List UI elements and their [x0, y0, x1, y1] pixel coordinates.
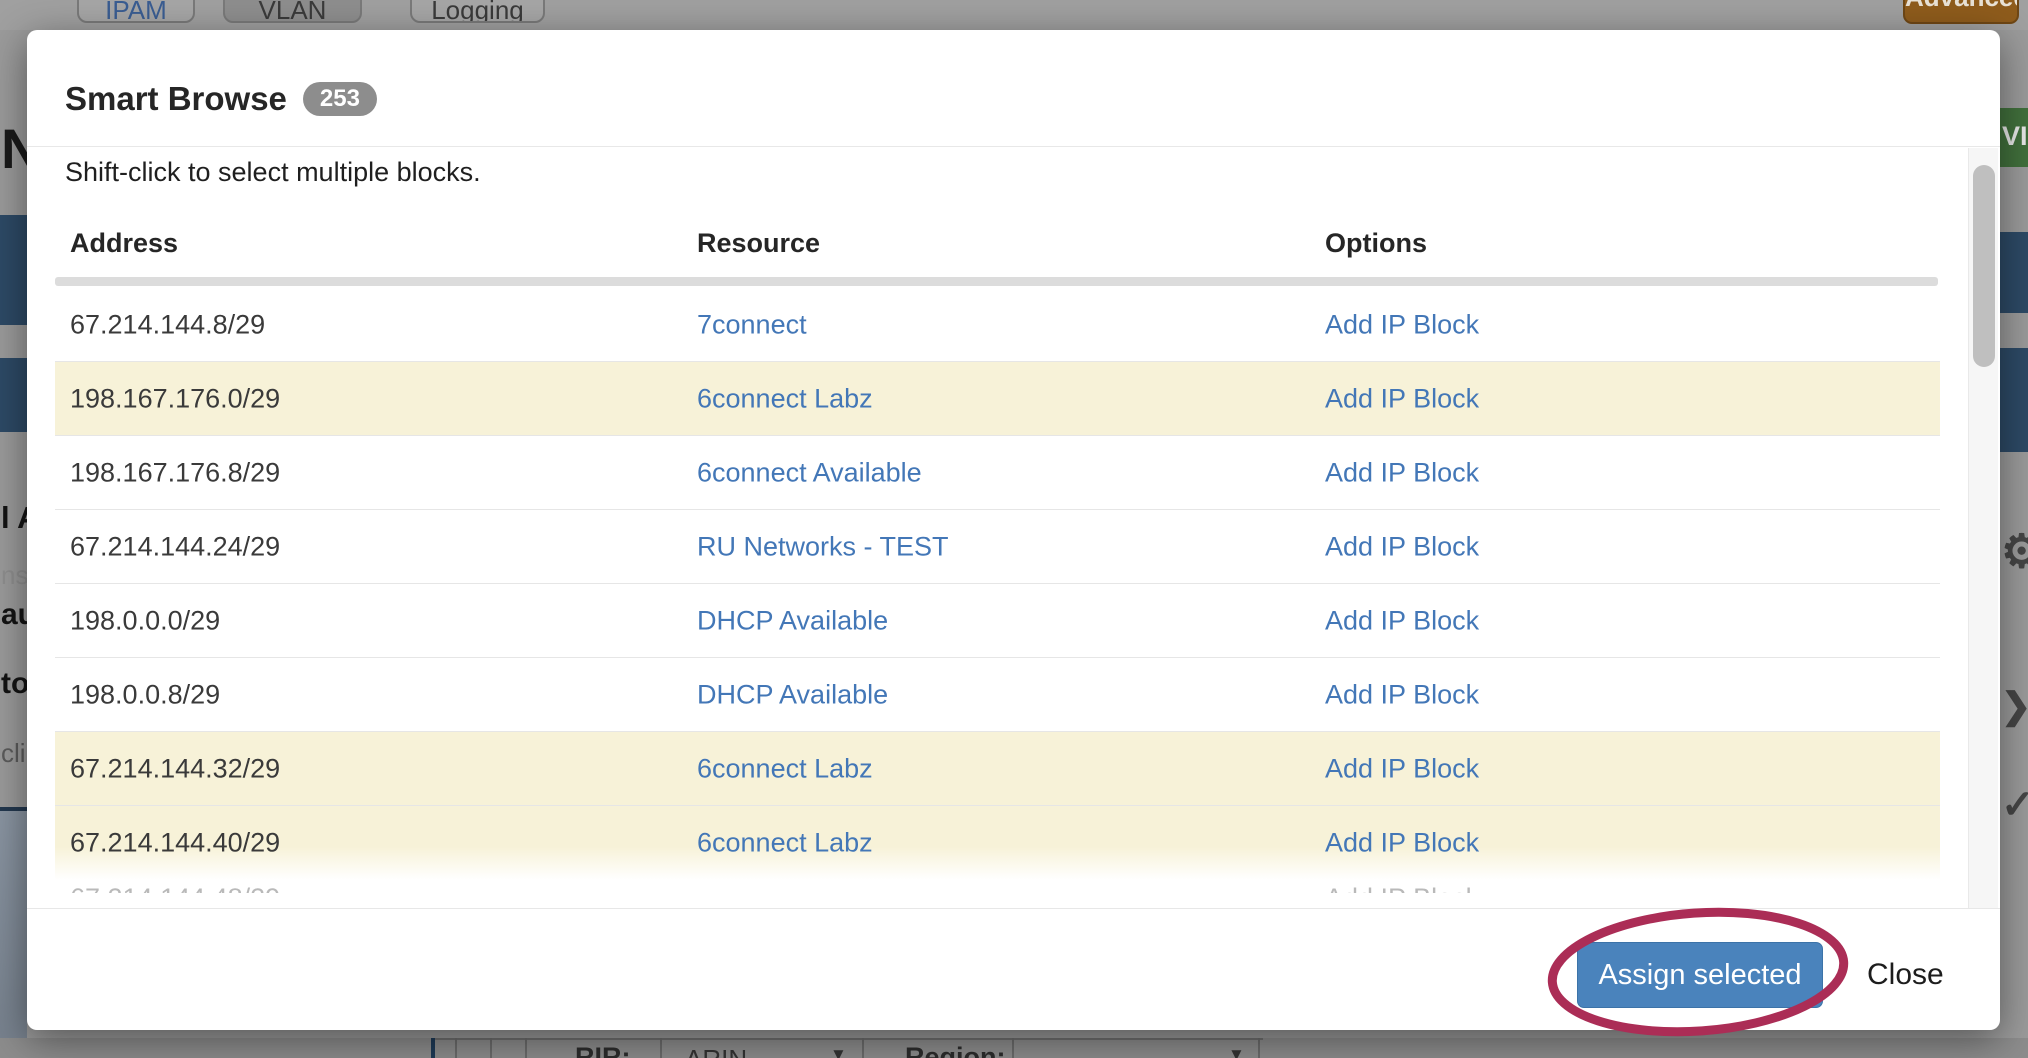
rir-label: RIR: [575, 1042, 631, 1058]
gear-icon[interactable]: ⚙ [2001, 525, 2028, 577]
resource-link[interactable]: 6connect Available [697, 457, 922, 487]
column-header-options: Options [1325, 228, 1427, 258]
bg-text-fragment: ns [1, 560, 27, 590]
rir-select[interactable]: ARIN [685, 1044, 747, 1058]
region-label: Region: [905, 1042, 1006, 1058]
add-ip-block-link: Add IP Block [1325, 883, 1479, 893]
table-row: 67.214.144.32/29 6connect Labz Add IP Bloc… [55, 732, 1940, 806]
scrollbar-track[interactable] [1968, 148, 1998, 908]
add-ip-block-link[interactable]: Add IP Block [1325, 605, 1480, 635]
bg-navy-band [2000, 232, 2028, 313]
table-row: 67.214.144.40/29 6connect Labz Add IP Bloc… [55, 806, 1940, 880]
smart-browse-modal: Smart Browse 253 Shift-click to select m… [27, 30, 2000, 1037]
assign-selected-button[interactable]: Assign selected [1577, 942, 1823, 1008]
bg-text-fragment: au [1, 598, 27, 631]
bg-divider [525, 1038, 527, 1058]
resource-link[interactable]: 6connect Labz [697, 753, 873, 783]
view-button[interactable]: VI [2000, 108, 2028, 167]
modal-header: Smart Browse 253 [65, 80, 377, 118]
bg-text-fragment: cli [1, 738, 26, 768]
caret-down-icon: ▼ [1228, 1045, 1245, 1058]
resource-link[interactable]: DHCP Available [697, 679, 889, 709]
bg-divider [1012, 1038, 1014, 1058]
bg-divider [431, 1038, 435, 1058]
address-cell: 198.167.176.8/29 [70, 457, 281, 487]
scrollbar-thumb[interactable] [1973, 165, 1995, 367]
advanced-button[interactable]: Advanced [1903, 0, 2019, 24]
resource-link[interactable]: 7connect [697, 309, 807, 339]
bg-divider [1258, 1038, 1260, 1058]
table-row: 198.0.0.8/29 DHCP Available Add IP Block [55, 658, 1940, 732]
resource-link[interactable]: RU Networks - TEST [697, 531, 949, 561]
header-underline [55, 277, 1938, 286]
address-cell: 198.0.0.8/29 [70, 679, 221, 709]
table-row: 198.0.0.0/29 DHCP Available Add IP Block [55, 584, 1940, 658]
background-top-bar: IPAM VLAN Logging Advanced [0, 0, 2028, 30]
bg-navy-band [0, 358, 27, 432]
add-ip-block-link[interactable]: Add IP Block [1325, 753, 1480, 783]
tab-ipam[interactable]: IPAM [77, 0, 195, 23]
add-ip-block-link[interactable]: Add IP Block [1325, 531, 1480, 561]
close-button[interactable]: Close [1867, 958, 1944, 991]
bg-divider [660, 1038, 662, 1058]
bg-text-fragment: to [1, 667, 27, 700]
bg-divider [862, 1038, 864, 1058]
address-cell: 198.0.0.0/29 [70, 605, 221, 635]
caret-down-icon: ▼ [830, 1045, 847, 1058]
address-cell: 198.167.176.0/29 [70, 383, 281, 413]
bg-text-fragment: N [1, 117, 27, 180]
bg-divider [490, 1038, 492, 1058]
page-title: Smart Browse [65, 80, 287, 117]
background-right-strip: VI ⚙ ❯ ✓ [2000, 30, 2028, 1058]
bg-divider [455, 1038, 457, 1058]
check-icon[interactable]: ✓ [2001, 783, 2028, 827]
tab-logging[interactable]: Logging [410, 0, 545, 23]
tab-vlan[interactable]: VLAN [223, 0, 362, 23]
resource-link[interactable]: 6connect Labz [697, 383, 873, 413]
bg-navy-band [2000, 348, 2028, 452]
column-header-resource: Resource [697, 228, 821, 258]
table-row: 198.167.176.0/29 6connect Labz Add IP Bloc… [55, 362, 1940, 436]
table-row-partial: 67.214.144.48/29 Add IP Block [55, 881, 1940, 893]
background-bottom-strip: RIR: ARIN ▼ Region: ▼ [0, 1038, 2028, 1058]
table-row: 67.214.144.24/29 RU Networks - TEST Add IP… [55, 510, 1940, 584]
background-left-strip: N l A ns au to cli [0, 30, 27, 1058]
table-row: 67.214.144.8/29 7connect Add IP Block [55, 288, 1940, 362]
address-cell: 67.214.144.24/29 [70, 531, 281, 561]
bg-slate-panel [0, 811, 27, 1058]
chevron-right-icon[interactable]: ❯ [2001, 685, 2028, 727]
header-divider [27, 146, 2000, 147]
count-badge: 253 [302, 82, 377, 116]
modal-footer: Assign selected Close [27, 908, 2000, 1030]
table-header: Address Resource Options [55, 228, 1940, 264]
bg-navy-band [0, 215, 27, 325]
add-ip-block-link[interactable]: Add IP Block [1325, 457, 1480, 487]
add-ip-block-link[interactable]: Add IP Block [1325, 679, 1480, 709]
address-cell: 67.214.144.8/29 [70, 309, 266, 339]
table-rows: 67.214.144.8/29 7connect Add IP Block 198.1… [55, 288, 1940, 880]
table-row: 198.167.176.8/29 6connect Available Add IP… [55, 436, 1940, 510]
resource-link[interactable]: 6connect Labz [697, 827, 873, 858]
add-ip-block-link[interactable]: Add IP Block [1325, 827, 1480, 858]
add-ip-block-link[interactable]: Add IP Block [1325, 309, 1480, 339]
bg-divider [0, 807, 27, 811]
resource-link[interactable]: DHCP Available [697, 605, 889, 635]
add-ip-block-link[interactable]: Add IP Block [1325, 383, 1480, 413]
column-header-address: Address [70, 228, 179, 258]
address-cell: 67.214.144.32/29 [70, 753, 281, 783]
address-cell: 67.214.144.48/29 [70, 883, 280, 893]
bg-text-fragment: l A [1, 500, 27, 535]
address-cell: 67.214.144.40/29 [70, 827, 281, 858]
hint-text: Shift-click to select multiple blocks. [65, 157, 481, 187]
bg-filter-row: RIR: ARIN ▼ Region: ▼ [431, 1038, 1263, 1058]
